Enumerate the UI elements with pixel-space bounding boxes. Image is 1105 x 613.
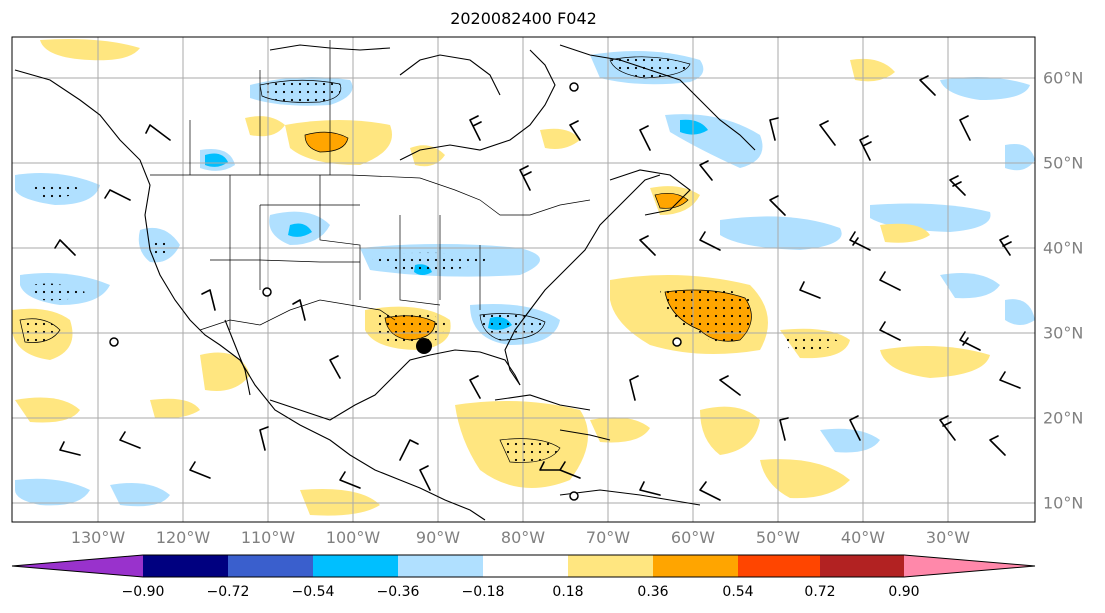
lat-label: 40°N	[1043, 238, 1084, 258]
colorbar-tick-label: −0.72	[206, 584, 250, 600]
contour-lines	[19, 56, 752, 463]
lat-label: 10°N	[1043, 493, 1084, 513]
colorbar-tick-label: 0.72	[804, 584, 836, 600]
lon-label: 50°W	[755, 528, 801, 547]
calm-markers	[109, 82, 682, 501]
colorbar-tick-label: 0.18	[552, 584, 584, 600]
colorbar-tick-label: 0.90	[888, 584, 920, 600]
lon-label: 90°W	[415, 528, 461, 547]
colorbar-under-arrow	[12, 555, 143, 577]
wind-barbs	[54, 75, 1021, 501]
graticule	[12, 37, 1035, 522]
colorbar-bin-8	[738, 555, 820, 577]
lat-label: 60°N	[1043, 68, 1084, 88]
colorbar-bin-5	[483, 555, 568, 577]
map-frame	[11, 36, 1036, 523]
lon-label: 80°W	[500, 528, 546, 547]
colorbar-bin-3	[313, 555, 398, 577]
colorbar-bin-4	[398, 555, 483, 577]
colorbar-tick-label: −0.90	[121, 584, 165, 600]
colorbar-tick-label: −0.18	[461, 584, 505, 600]
colorbar-bin-1	[143, 555, 228, 577]
storm-location-marker	[416, 338, 432, 354]
colorbar-bin-9	[820, 555, 904, 577]
lat-label: 50°N	[1043, 153, 1084, 173]
lon-label: 70°W	[585, 528, 631, 547]
colorbar-over-arrow	[904, 555, 1035, 577]
colorbar-bin-7	[653, 555, 738, 577]
lon-label: 120°W	[155, 528, 211, 547]
colorbar	[11, 554, 1036, 578]
colorbar-tick-label: −0.54	[291, 584, 335, 600]
lat-label: 30°N	[1043, 323, 1084, 343]
lon-label: 30°W	[925, 528, 971, 547]
lon-label: 110°W	[240, 528, 296, 547]
colorbar-tick-label: −0.36	[376, 584, 420, 600]
colorbar-bin-6	[568, 555, 653, 577]
lon-label: 130°W	[70, 528, 126, 547]
colorbar-tick-label: 0.36	[637, 584, 669, 600]
colorbar-bin-2	[228, 555, 313, 577]
coastlines	[14, 44, 756, 521]
colorbar-tick-label: 0.54	[722, 584, 754, 600]
lon-label: 100°W	[325, 528, 381, 547]
lon-label: 40°W	[840, 528, 886, 547]
lon-label: 60°W	[670, 528, 716, 547]
political-borders	[150, 40, 591, 331]
map-title: 2020082400 F042	[450, 9, 597, 28]
lat-label: 20°N	[1043, 408, 1084, 428]
